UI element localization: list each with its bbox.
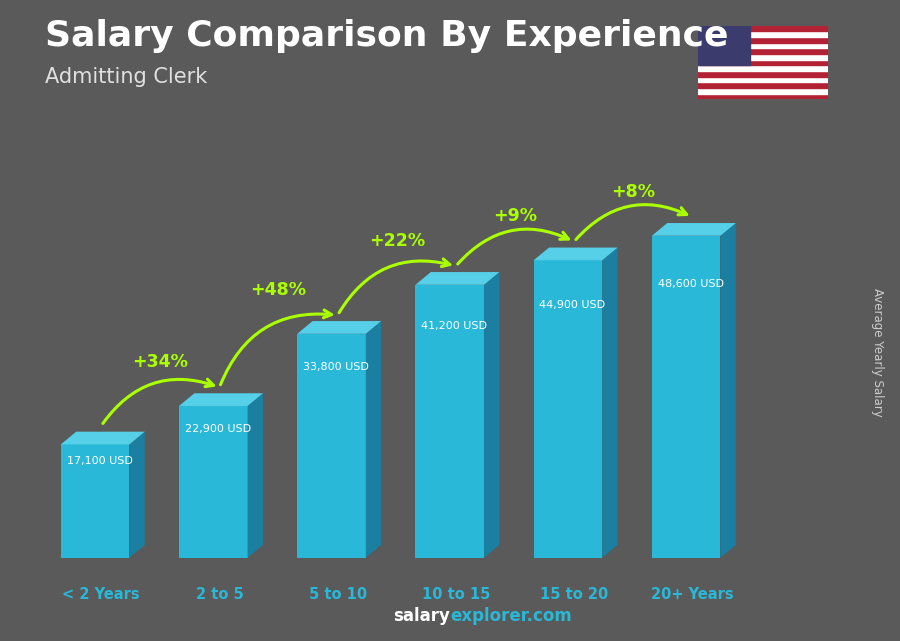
Text: +48%: +48% — [250, 281, 307, 299]
Polygon shape — [484, 272, 500, 558]
Polygon shape — [652, 223, 736, 236]
Bar — [698, 43, 828, 48]
Bar — [698, 60, 828, 65]
Bar — [698, 82, 828, 88]
Bar — [698, 37, 828, 43]
Text: < 2 Years: < 2 Years — [62, 587, 140, 603]
Polygon shape — [179, 406, 248, 558]
Polygon shape — [534, 247, 617, 260]
Polygon shape — [416, 285, 484, 558]
Text: explorer.com: explorer.com — [450, 607, 572, 625]
Text: 20+ Years: 20+ Years — [651, 587, 733, 603]
Text: 15 to 20: 15 to 20 — [540, 587, 608, 603]
Text: Salary Comparison By Experience: Salary Comparison By Experience — [45, 19, 728, 53]
Polygon shape — [534, 260, 602, 558]
Text: 17,100 USD: 17,100 USD — [67, 456, 132, 467]
Bar — [698, 31, 828, 37]
Text: +8%: +8% — [611, 183, 655, 201]
Polygon shape — [297, 321, 382, 334]
Text: +22%: +22% — [369, 231, 425, 249]
Text: 44,900 USD: 44,900 USD — [539, 300, 606, 310]
Bar — [698, 71, 828, 77]
Bar — [698, 48, 828, 54]
Polygon shape — [720, 223, 736, 558]
Polygon shape — [61, 431, 145, 444]
Text: 41,200 USD: 41,200 USD — [421, 320, 487, 331]
Polygon shape — [61, 444, 130, 558]
Polygon shape — [297, 334, 365, 558]
Polygon shape — [652, 236, 720, 558]
Text: 48,600 USD: 48,600 USD — [658, 279, 724, 289]
Polygon shape — [365, 321, 382, 558]
Polygon shape — [602, 247, 617, 558]
Text: 33,800 USD: 33,800 USD — [303, 362, 369, 372]
Bar — [698, 88, 828, 94]
Text: 10 to 15: 10 to 15 — [422, 587, 490, 603]
Polygon shape — [179, 394, 263, 406]
Bar — [698, 26, 750, 65]
Text: +9%: +9% — [493, 207, 537, 225]
Bar — [698, 26, 828, 31]
Bar — [698, 54, 828, 60]
Text: Admitting Clerk: Admitting Clerk — [45, 67, 207, 87]
Bar — [698, 65, 828, 71]
Bar — [698, 94, 828, 99]
Text: 2 to 5: 2 to 5 — [195, 587, 243, 603]
Polygon shape — [130, 431, 145, 558]
Text: salary: salary — [393, 607, 450, 625]
Text: 5 to 10: 5 to 10 — [309, 587, 366, 603]
Polygon shape — [416, 272, 500, 285]
Text: Average Yearly Salary: Average Yearly Salary — [871, 288, 884, 417]
Text: +34%: +34% — [132, 353, 188, 370]
Text: 22,900 USD: 22,900 USD — [184, 424, 251, 434]
Bar — [698, 77, 828, 82]
Polygon shape — [248, 394, 263, 558]
